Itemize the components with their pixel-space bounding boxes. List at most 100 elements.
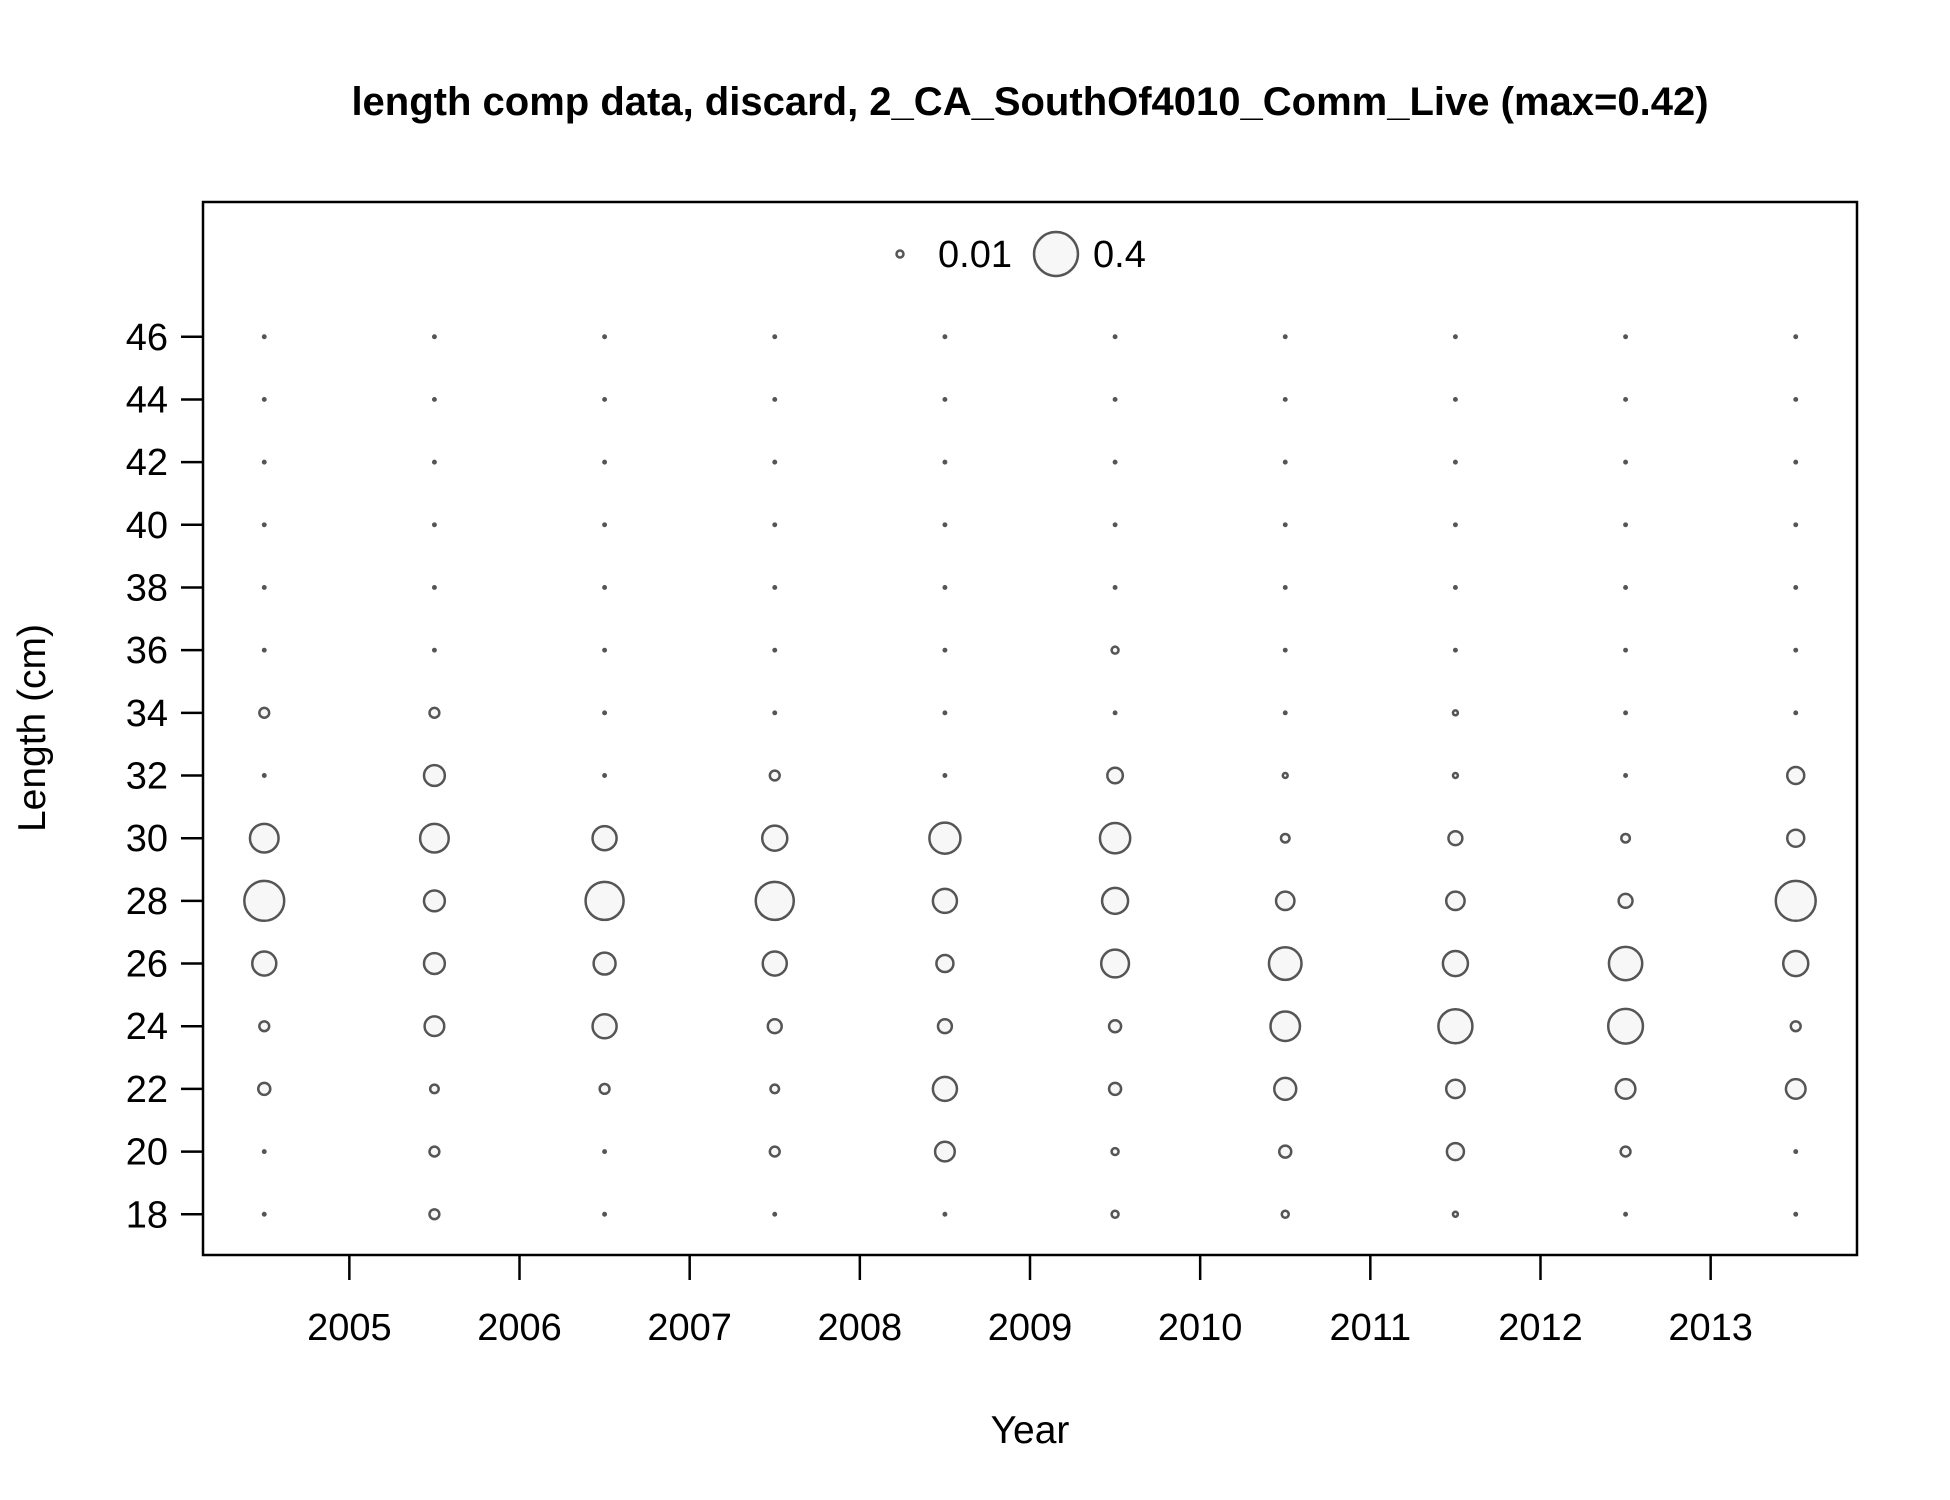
bubble-point <box>1623 396 1629 402</box>
y-tick-label: 42 <box>126 442 168 484</box>
y-tick-label: 22 <box>126 1069 168 1111</box>
y-tick-label: 38 <box>126 567 168 609</box>
y-tick-label: 28 <box>126 881 168 923</box>
bubble-point <box>1112 522 1118 528</box>
bubble-point <box>584 880 625 922</box>
bubble-point <box>431 459 437 465</box>
bubble-point <box>1452 334 1458 340</box>
bubble-point <box>1793 1211 1799 1217</box>
bubble-point <box>761 950 789 977</box>
bubble-point <box>1451 1210 1460 1218</box>
legend-bubble-small <box>895 249 905 259</box>
bubble-point <box>250 950 278 977</box>
bubble-point <box>942 710 948 716</box>
bubble-point <box>431 522 437 528</box>
bubble-point <box>602 585 608 590</box>
bubble-point <box>1282 585 1288 590</box>
y-tick-label: 44 <box>126 379 168 421</box>
bubble-point <box>942 773 948 778</box>
bubble-point <box>769 1083 781 1095</box>
bubble-point <box>591 1012 618 1040</box>
bubble-point <box>768 1145 781 1158</box>
bubble-point <box>602 522 608 528</box>
bubble-point <box>261 1149 267 1155</box>
bubble-point <box>1793 647 1799 653</box>
bubble-point <box>1437 1007 1474 1045</box>
bubble-point <box>1098 821 1132 855</box>
bubble-point <box>1282 396 1288 402</box>
x-tick-label: 2009 <box>988 1307 1073 1349</box>
bubble-point <box>772 396 778 402</box>
bubble-point <box>1282 710 1288 716</box>
bubble-point <box>942 459 948 465</box>
bubble-point <box>1793 334 1799 340</box>
bubble-point <box>1785 765 1806 786</box>
bubble-point <box>1100 886 1130 916</box>
bubble-point <box>1774 879 1817 923</box>
y-tick-label: 40 <box>126 505 168 547</box>
bubble-point <box>772 585 778 590</box>
bubble-point <box>428 706 441 719</box>
bubble-point <box>1110 1209 1120 1219</box>
y-tick-label: 32 <box>126 756 168 798</box>
bubble-point <box>1107 1081 1123 1097</box>
bubble-point <box>1793 522 1799 528</box>
x-tick-label: 2010 <box>1158 1307 1243 1349</box>
bubble-point <box>422 951 447 976</box>
bubble-point <box>1793 396 1799 402</box>
bubble-point <box>1112 459 1118 465</box>
bubble-point <box>428 1083 440 1095</box>
bubble-point <box>1607 945 1644 982</box>
bubble-point <box>1793 1149 1799 1155</box>
bubble-point <box>1793 459 1799 465</box>
bubble-point <box>261 522 267 528</box>
bubble-point <box>258 1020 271 1033</box>
bubble-point <box>772 1211 778 1217</box>
bubble-point <box>431 396 437 402</box>
bubble-point <box>261 773 267 778</box>
bubble-point <box>1784 1077 1807 1100</box>
bubble-point <box>1614 1077 1637 1100</box>
bubble-point <box>602 1211 608 1217</box>
bubble-point <box>1444 1078 1466 1100</box>
bubble-point <box>1451 771 1460 780</box>
bubble-point <box>261 396 267 402</box>
y-tick-label: 34 <box>126 693 168 735</box>
bubble-point <box>422 763 447 788</box>
bubble-point <box>258 706 271 719</box>
legend-label-small: 0.01 <box>938 234 1012 276</box>
bubble-point <box>942 585 948 590</box>
bubble-point <box>1280 1209 1290 1219</box>
x-tick-label: 2007 <box>647 1307 732 1349</box>
bubble-point <box>1112 334 1118 340</box>
plot-frame <box>201 200 1859 1257</box>
bubble-point <box>602 1149 608 1155</box>
bubble-point <box>261 585 267 590</box>
bubble-point <box>768 769 781 782</box>
bubble-point <box>1793 710 1799 716</box>
bubble-point <box>1447 829 1464 847</box>
x-tick-label: 2006 <box>477 1307 562 1349</box>
bubble-point <box>1452 585 1458 590</box>
bubble-point <box>933 1140 956 1163</box>
bubble-point <box>591 824 618 852</box>
bubble-point <box>754 880 796 922</box>
bubble-point <box>1282 522 1288 528</box>
x-axis-title: Year <box>991 1409 1070 1452</box>
bubble-point <box>248 822 280 854</box>
bubble-point <box>1112 396 1118 402</box>
bubble-point <box>935 953 955 974</box>
bubble-point <box>942 1211 948 1217</box>
bubble-point <box>1441 949 1470 978</box>
bubble-point <box>602 773 608 778</box>
bubble-point <box>936 1018 954 1035</box>
bubble-point <box>1623 710 1629 716</box>
y-tick-label: 36 <box>126 630 168 672</box>
bubble-point <box>1789 1020 1802 1033</box>
y-axis-title: Length (cm) <box>11 624 54 832</box>
bubble-point <box>772 334 778 340</box>
bubble-point <box>1282 459 1288 465</box>
bubble-point <box>1452 522 1458 528</box>
bubble-point <box>602 396 608 402</box>
